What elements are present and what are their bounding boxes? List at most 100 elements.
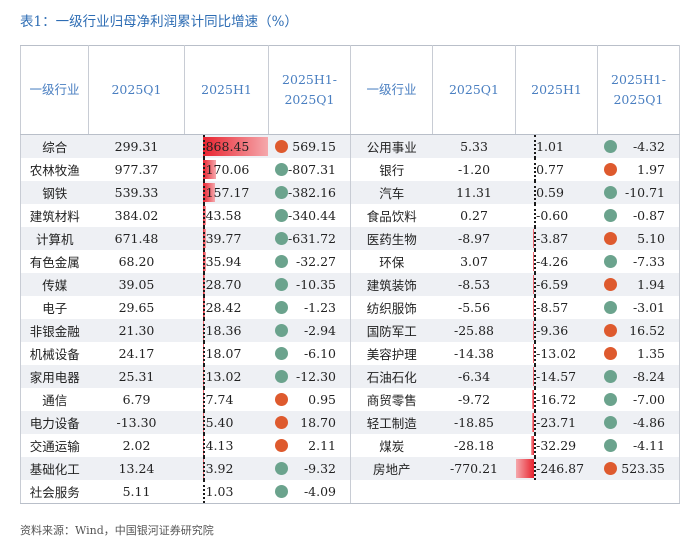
h1-value: 170.06 [206,162,250,177]
h1-value: -16.72 [536,392,576,407]
header-diff-line2: 2025Q1 [284,92,334,107]
diff-value: -10.71 [625,185,679,200]
diff-cell: 1.35 [598,342,680,365]
diff-cell: 0.95 [269,388,351,411]
h1-value: -4.26 [536,254,568,269]
empty-cell [516,480,598,504]
diff-cell: -382.16 [269,181,351,204]
decrease-indicator-icon [275,232,288,245]
h1-value: -14.57 [536,369,576,384]
diff-value: -4.32 [633,139,679,154]
h1-databar-cell: 868.45 [185,135,269,159]
diff-cell: 18.70 [269,411,351,434]
industry-name: 有色金属 [21,250,89,273]
diff-cell: -7.33 [598,250,680,273]
diff-cell: 569.15 [269,135,351,159]
industry-name: 非银金融 [21,319,89,342]
industry-name: 美容护理 [351,342,433,365]
empty-cell [433,480,516,504]
h1-databar-cell: 1.03 [185,480,269,504]
diff-cell: -7.00 [598,388,680,411]
q1-value: 3.07 [433,250,516,273]
q1-value: -14.38 [433,342,516,365]
industry-name: 公用事业 [351,135,433,159]
diff-value: -9.32 [304,461,350,476]
decrease-indicator-icon [604,140,617,153]
industry-name: 纺织服饰 [351,296,433,319]
q1-value: 5.11 [89,480,185,504]
diff-value: 569.15 [292,139,350,154]
h1-databar-cell: -16.72 [516,388,598,411]
header-h1-right: 2025H1 [516,46,598,135]
decrease-indicator-icon [275,186,288,199]
diff-value: -12.30 [296,369,350,384]
h1-value: 18.36 [206,323,242,338]
increase-indicator-icon [275,140,288,153]
diff-value: -4.11 [633,438,679,453]
h1-value: 868.45 [206,139,250,154]
q1-value: -1.20 [433,158,516,181]
decrease-indicator-icon [604,209,617,222]
diff-value: -4.09 [304,484,350,499]
diff-cell: 5.10 [598,227,680,250]
q1-value: 2.02 [89,434,185,457]
diff-cell: -4.09 [269,480,351,504]
industry-name: 农林牧渔 [21,158,89,181]
diff-cell: -1.23 [269,296,351,319]
diff-cell: -2.94 [269,319,351,342]
decrease-indicator-icon [275,209,288,222]
diff-value: -4.86 [633,415,679,430]
diff-value: 0.95 [308,392,350,407]
decrease-indicator-icon [604,439,617,452]
industry-name: 石油石化 [351,365,433,388]
decrease-indicator-icon [275,370,288,383]
h1-databar-cell: 39.77 [185,227,269,250]
q1-value: -18.85 [433,411,516,434]
industry-name: 商贸零售 [351,388,433,411]
q1-value: 39.05 [89,273,185,296]
increase-indicator-icon [604,278,617,291]
industry-profit-table: 一级行业 2025Q1 2025H1 2025H1-2025Q1 一级行业 20… [20,45,680,504]
h1-value: 157.17 [206,185,250,200]
h1-value: 0.59 [536,185,564,200]
q1-value: -770.21 [433,457,516,480]
header-row: 一级行业 2025Q1 2025H1 2025H1-2025Q1 一级行业 20… [21,46,680,135]
decrease-indicator-icon [275,347,288,360]
h1-databar-cell: -14.57 [516,365,598,388]
industry-name: 建筑材料 [21,204,89,227]
diff-value: -1.23 [304,300,350,315]
h1-value: 0.77 [536,162,564,177]
h1-value: -3.87 [536,231,568,246]
industry-name: 计算机 [21,227,89,250]
header-diff-line1: 2025H1- [611,72,666,87]
diff-cell: -32.27 [269,250,351,273]
industry-name: 通信 [21,388,89,411]
q1-value: -6.34 [433,365,516,388]
h1-databar-cell: -246.87 [516,457,598,480]
h1-value: 4.13 [206,438,234,453]
industry-name: 煤炭 [351,434,433,457]
diff-cell: -3.01 [598,296,680,319]
diff-value: 1.94 [637,277,679,292]
diff-cell: 16.52 [598,319,680,342]
h1-databar-cell: 18.36 [185,319,269,342]
q1-value: -13.30 [89,411,185,434]
h1-value: 39.77 [206,231,242,246]
diff-cell: -0.87 [598,204,680,227]
decrease-indicator-icon [604,393,617,406]
diff-value: -10.35 [296,277,350,292]
diff-cell: -10.71 [598,181,680,204]
q1-value: 0.27 [433,204,516,227]
increase-indicator-icon [604,163,617,176]
h1-value: 5.40 [206,415,234,430]
q1-value: -8.53 [433,273,516,296]
